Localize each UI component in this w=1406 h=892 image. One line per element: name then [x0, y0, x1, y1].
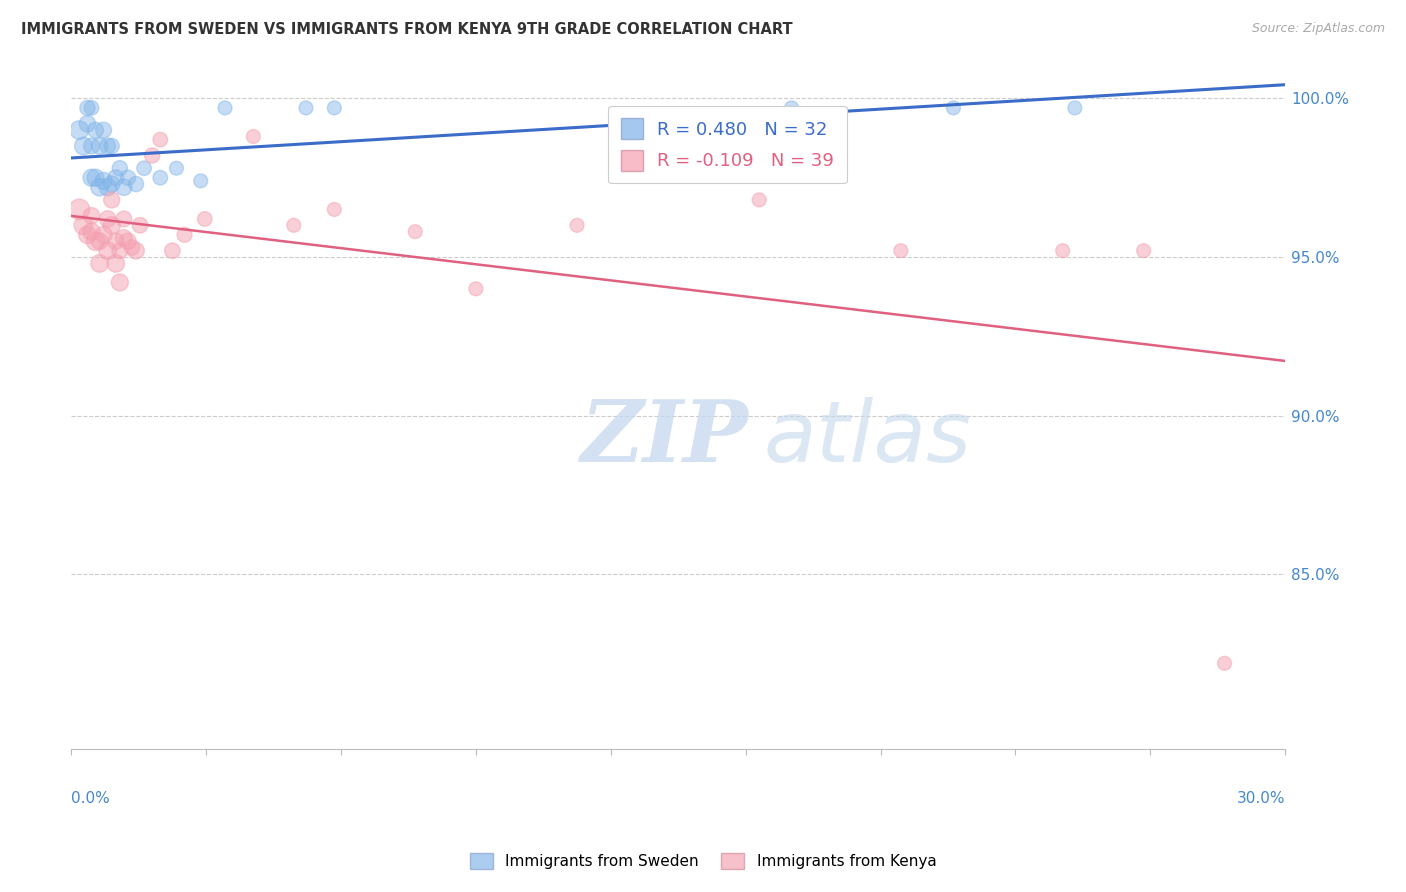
Point [97, 139, 120, 153]
Point [93, 174, 115, 188]
Point [80, 209, 103, 223]
Point [104, 170, 127, 185]
Point [89, 139, 111, 153]
Text: ZIP: ZIP [581, 396, 749, 480]
Point [214, 101, 236, 115]
Point [141, 148, 163, 162]
Point [125, 244, 148, 258]
Point [84, 123, 107, 137]
Point [149, 170, 172, 185]
Point [108, 276, 131, 290]
Text: 30.0%: 30.0% [1237, 790, 1285, 805]
Point [404, 225, 426, 239]
Point [104, 256, 127, 270]
Point [84, 170, 107, 185]
Point [129, 219, 152, 233]
Point [190, 174, 212, 188]
Point [565, 219, 588, 233]
Point [67, 123, 90, 137]
Point [80, 139, 103, 153]
Point [194, 211, 217, 226]
Text: atlas: atlas [763, 397, 972, 480]
Point [149, 133, 172, 147]
Point [464, 282, 486, 296]
Point [125, 177, 148, 191]
Point [93, 227, 115, 242]
Point [76, 227, 98, 242]
Point [100, 193, 122, 207]
Point [97, 244, 120, 258]
Point [100, 177, 122, 191]
Text: IMMIGRANTS FROM SWEDEN VS IMMIGRANTS FROM KENYA 9TH GRADE CORRELATION CHART: IMMIGRANTS FROM SWEDEN VS IMMIGRANTS FRO… [21, 22, 793, 37]
Point [97, 211, 120, 226]
Point [1213, 657, 1236, 671]
Point [162, 244, 184, 258]
Point [112, 231, 135, 245]
Point [76, 117, 98, 131]
Point [117, 234, 139, 248]
Point [942, 101, 965, 115]
Point [89, 180, 111, 194]
Point [323, 202, 346, 217]
Point [1063, 101, 1085, 115]
Point [166, 161, 188, 176]
Point [97, 180, 120, 194]
Point [283, 219, 305, 233]
Point [72, 139, 94, 153]
Point [112, 180, 135, 194]
Point [121, 241, 143, 255]
Legend: R = 0.480   N = 32, R = -0.109   N = 39: R = 0.480 N = 32, R = -0.109 N = 39 [609, 105, 846, 184]
Point [323, 101, 346, 115]
Point [80, 101, 103, 115]
Point [72, 219, 94, 233]
Point [108, 161, 131, 176]
Point [112, 211, 135, 226]
Point [295, 101, 318, 115]
Point [67, 202, 90, 217]
Point [80, 225, 103, 239]
Point [117, 170, 139, 185]
Point [132, 161, 155, 176]
Point [93, 123, 115, 137]
Point [242, 129, 264, 144]
Point [76, 101, 98, 115]
Point [748, 193, 770, 207]
Text: 0.0%: 0.0% [72, 790, 110, 805]
Point [780, 101, 803, 115]
Point [108, 244, 131, 258]
Legend: Immigrants from Sweden, Immigrants from Kenya: Immigrants from Sweden, Immigrants from … [464, 847, 942, 875]
Point [1052, 244, 1074, 258]
Point [80, 170, 103, 185]
Point [890, 244, 912, 258]
Point [89, 256, 111, 270]
Y-axis label: 9th Grade: 9th Grade [0, 376, 7, 446]
Point [173, 227, 195, 242]
Point [100, 219, 122, 233]
Point [1132, 244, 1154, 258]
Point [84, 234, 107, 248]
Point [89, 234, 111, 248]
Point [104, 234, 127, 248]
Text: Source: ZipAtlas.com: Source: ZipAtlas.com [1251, 22, 1385, 36]
Point [100, 139, 122, 153]
